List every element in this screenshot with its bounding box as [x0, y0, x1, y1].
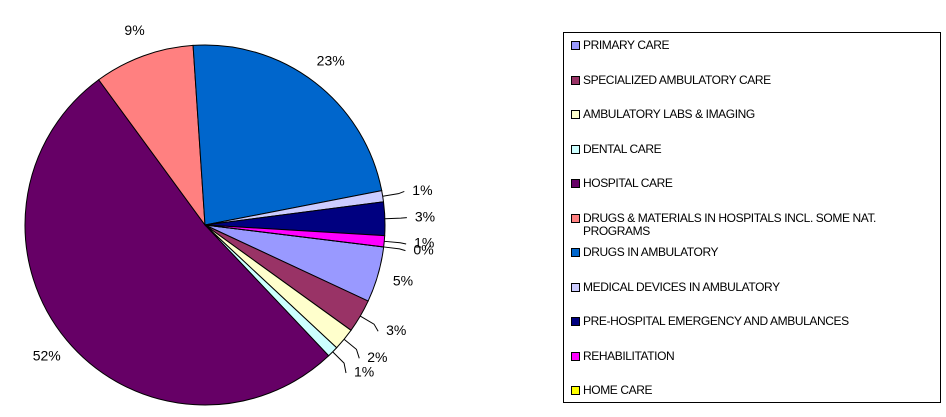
- legend-swatch: [571, 144, 580, 154]
- pie-slice: [192, 44, 383, 226]
- legend-swatch: [571, 179, 580, 188]
- data-label: 1%: [414, 235, 434, 251]
- pie-slice: [204, 224, 384, 248]
- leader-line: [384, 217, 407, 220]
- data-label: 2%: [367, 349, 387, 365]
- data-label: 5%: [393, 272, 413, 288]
- legend-swatch: [571, 248, 580, 257]
- legend-label: REHABILITATION: [583, 348, 675, 363]
- legend-label: PRIMARY CARE: [583, 38, 670, 52]
- leader-line: [384, 240, 407, 245]
- legend-swatch: [571, 282, 580, 292]
- legend: PRIMARY CARE SPECIALIZED AMBULATORY CARE A…: [563, 32, 941, 403]
- legend-label: PRE-HOSPITAL EMERGENCY AND AMBULANCES: [583, 314, 849, 328]
- data-label: 3%: [386, 322, 406, 338]
- legend-label: HOME CARE: [583, 383, 653, 397]
- legend-swatch: [571, 75, 580, 85]
- data-label: 52%: [33, 348, 61, 364]
- chart: 5%3%2%1%52%9%23%1%3%1%0%: [24, 22, 435, 406]
- legend-label: MEDICAL DEVICES IN AMBULATORY: [583, 279, 780, 294]
- legend-label: SPECIALIZED AMBULATORY CARE: [583, 72, 771, 87]
- data-label: 3%: [415, 208, 435, 224]
- leader-line: [359, 315, 379, 332]
- legend-swatch: [571, 351, 580, 361]
- legend-swatch: [571, 41, 580, 50]
- legend-swatch: [571, 110, 580, 119]
- pie-slice: [24, 79, 330, 406]
- leader-line: [382, 190, 405, 197]
- leader-line: [343, 338, 360, 359]
- legend-swatch: [571, 317, 580, 326]
- legend-label: DENTAL CARE: [583, 141, 662, 156]
- legend-label: DRUGS IN AMBULATORY: [583, 245, 719, 259]
- data-label: 0%: [413, 241, 433, 257]
- legend-label: AMBULATORY LABS & IMAGING: [583, 107, 755, 121]
- legend-swatch: [571, 213, 580, 223]
- legend-label: HOSPITAL CARE: [583, 176, 673, 190]
- data-label: 23%: [317, 52, 345, 68]
- pie-slice: [97, 44, 206, 227]
- legend-swatch: [571, 386, 580, 395]
- leader-line: [332, 351, 347, 374]
- data-label: 1%: [354, 364, 374, 380]
- legend-label: DRUGS & MATERIALS IN HOSPITALS INCL. SOM…: [583, 210, 876, 238]
- data-label: 9%: [124, 22, 144, 38]
- leader-line: [383, 246, 406, 252]
- data-label: 1%: [412, 182, 432, 198]
